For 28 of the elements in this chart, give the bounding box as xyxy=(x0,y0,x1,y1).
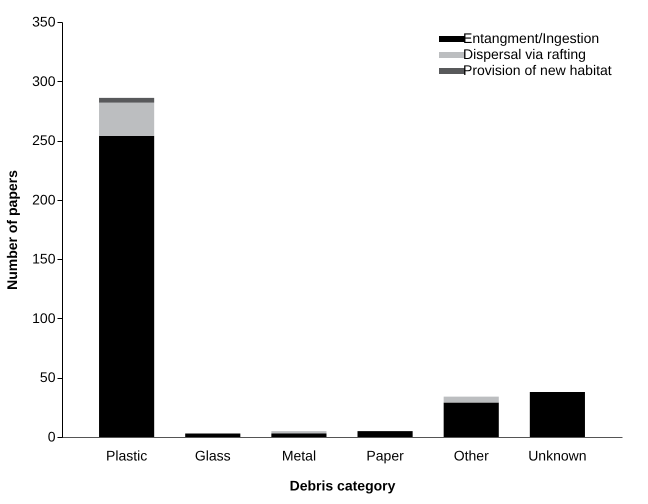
y-tick-label: 150 xyxy=(32,250,56,267)
y-tick-label: 100 xyxy=(32,310,56,326)
bar xyxy=(99,102,154,136)
y-tick-label: 350 xyxy=(32,14,56,30)
x-tick-label: Other xyxy=(454,448,490,464)
x-tick-label: Metal xyxy=(282,448,316,464)
y-axis-title: Number of papers xyxy=(4,170,20,290)
bar xyxy=(444,396,499,403)
legend-label: Dispersal via rafting xyxy=(463,46,586,62)
x-tick-label: Glass xyxy=(194,448,231,464)
y-tick-label: 200 xyxy=(32,191,56,208)
bar xyxy=(99,98,154,103)
legend-label: Entangment/Ingestion xyxy=(463,30,600,46)
y-tick-label: 0 xyxy=(48,428,56,444)
bar xyxy=(99,136,154,437)
legend-label: Provision of new habitat xyxy=(463,62,612,78)
y-tick-label: 50 xyxy=(40,369,56,386)
x-tick-label: Unknown xyxy=(528,448,587,464)
bar xyxy=(358,431,413,437)
x-axis-title: Debris category xyxy=(290,478,396,494)
bar xyxy=(444,402,499,437)
x-tick-label: Paper xyxy=(366,448,404,464)
y-tick-label: 250 xyxy=(32,132,56,148)
bar xyxy=(271,433,326,437)
x-tick-label: Plastic xyxy=(106,448,148,464)
bar xyxy=(185,433,240,437)
bar xyxy=(530,392,585,437)
y-tick-label: 300 xyxy=(32,72,56,89)
